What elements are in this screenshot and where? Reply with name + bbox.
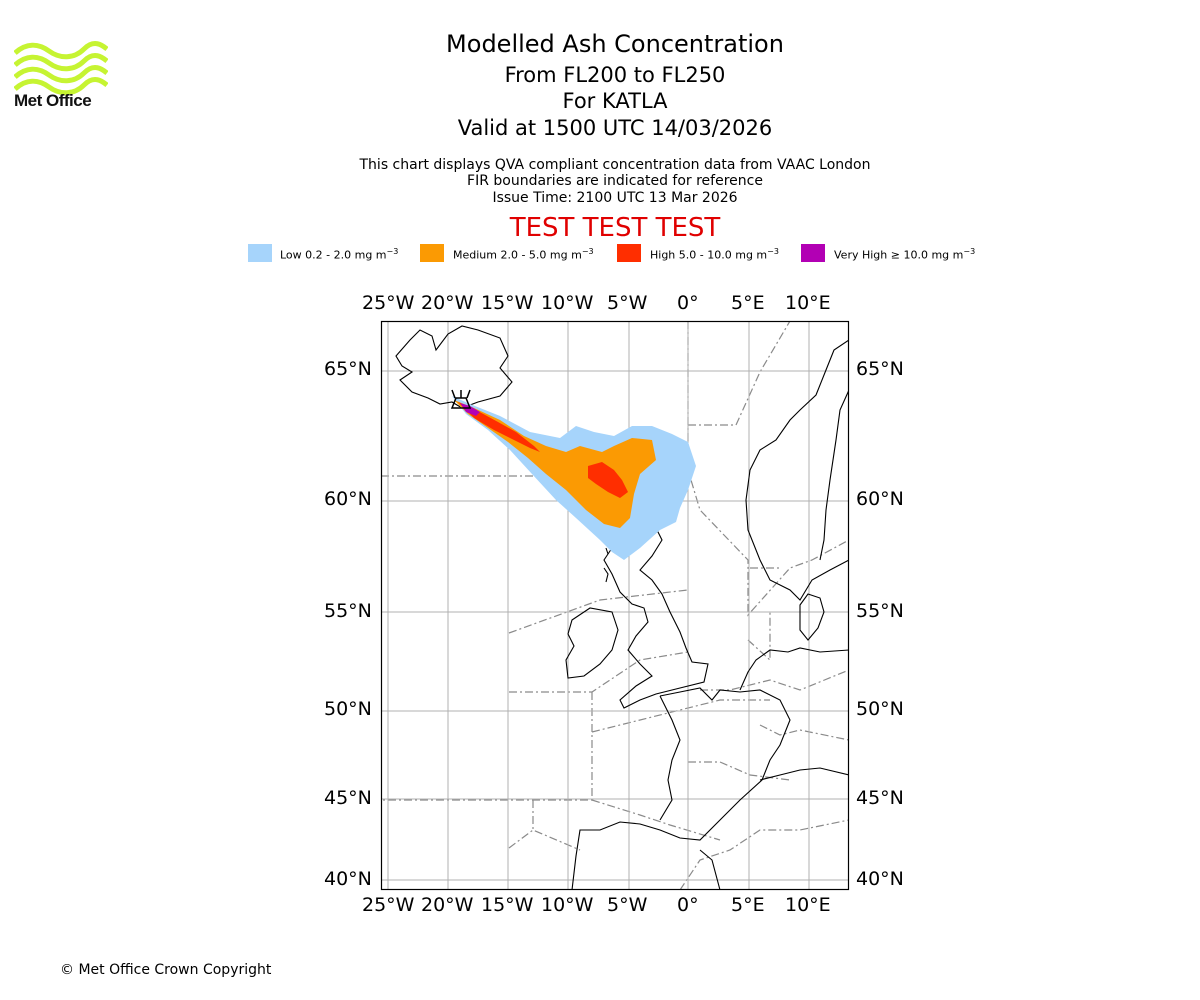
met-office-logo-icon xyxy=(14,41,108,96)
lon-tick-top-0: 0° xyxy=(677,292,699,314)
lon-tick-top-5e: 5°E xyxy=(731,292,765,314)
test-banner: TEST TEST TEST xyxy=(509,213,721,243)
ash-plume xyxy=(452,396,696,560)
lon-tick-bottom-10w: 10°W xyxy=(541,894,594,916)
lon-tick-bottom-5w: 5°W xyxy=(607,894,648,916)
lon-tick-bottom-5e: 5°E xyxy=(731,894,765,916)
lat-tick-left-50n: 50°N xyxy=(324,698,372,720)
description-line-2: FIR boundaries are indicated for referen… xyxy=(467,173,763,189)
legend-label-very-high: Very High ≥ 10.0 mg m−3 xyxy=(834,247,976,262)
lat-tick-right-45n: 45°N xyxy=(856,787,904,809)
chart-title: Modelled Ash Concentration xyxy=(446,30,784,58)
volcano-icon xyxy=(450,389,472,409)
ash-very-high-region xyxy=(460,403,480,416)
map-frame xyxy=(380,320,850,891)
lat-tick-right-60n: 60°N xyxy=(856,488,904,510)
lat-tick-right-50n: 50°N xyxy=(856,698,904,720)
lon-tick-top-20w: 20°W xyxy=(421,292,474,314)
legend-label-high: High 5.0 - 10.0 mg m−3 xyxy=(650,247,779,262)
coastlines xyxy=(395,325,849,890)
lon-tick-top-10w: 10°W xyxy=(541,292,594,314)
ash-high-core xyxy=(588,462,628,498)
legend-label-low: Low 0.2 - 2.0 mg m−3 xyxy=(280,247,399,262)
lon-tick-top-25w: 25°W xyxy=(362,292,415,314)
legend-swatch-medium xyxy=(420,244,444,262)
ash-high-region xyxy=(458,402,540,452)
lat-tick-left-45n: 45°N xyxy=(324,787,372,809)
logo-wordmark: Met Office xyxy=(14,91,92,110)
lon-tick-top-5w: 5°W xyxy=(607,292,648,314)
lat-tick-left-55n: 55°N xyxy=(324,600,372,622)
legend-label-medium: Medium 2.0 - 5.0 mg m−3 xyxy=(453,247,594,262)
description-line-1: This chart displays QVA compliant concen… xyxy=(359,157,871,173)
lon-tick-bottom-10e: 10°E xyxy=(785,894,831,916)
lat-tick-right-55n: 55°N xyxy=(856,600,904,622)
lon-tick-bottom-25w: 25°W xyxy=(362,894,415,916)
graticule xyxy=(381,321,849,890)
legend-swatch-low xyxy=(248,244,272,262)
lon-tick-top-10e: 10°E xyxy=(785,292,831,314)
lat-tick-right-65n: 65°N xyxy=(856,358,904,380)
issue-time: Issue Time: 2100 UTC 13 Mar 2026 xyxy=(492,190,738,206)
legend-swatch-very-high xyxy=(801,244,825,262)
copyright-notice: © Met Office Crown Copyright xyxy=(60,962,272,978)
volcano-name: For KATLA xyxy=(562,89,668,113)
lon-tick-bottom-0: 0° xyxy=(677,894,699,916)
lon-tick-bottom-15w: 15°W xyxy=(481,894,534,916)
lat-tick-left-65n: 65°N xyxy=(324,358,372,380)
lon-tick-bottom-20w: 20°W xyxy=(421,894,474,916)
flight-levels: From FL200 to FL250 xyxy=(504,63,726,87)
lat-tick-left-60n: 60°N xyxy=(324,488,372,510)
legend-swatch-high xyxy=(617,244,641,262)
fir-boundaries xyxy=(381,321,849,890)
valid-time: Valid at 1500 UTC 14/03/2026 xyxy=(457,116,773,140)
lat-tick-right-40n: 40°N xyxy=(856,868,904,890)
lon-tick-top-15w: 15°W xyxy=(481,292,534,314)
lat-tick-left-40n: 40°N xyxy=(324,868,372,890)
